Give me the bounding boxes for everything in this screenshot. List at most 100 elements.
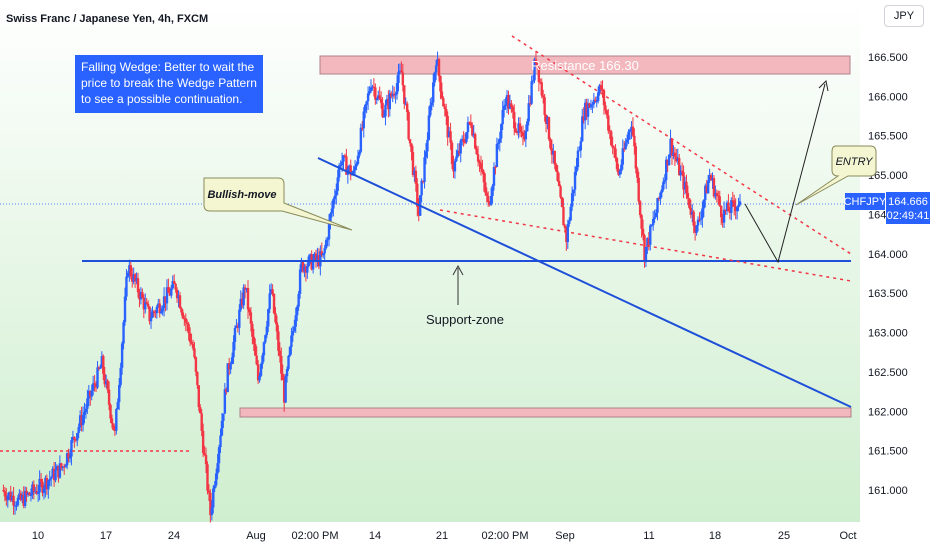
candle-body: [128, 265, 131, 273]
x-tick-label: 14: [369, 530, 381, 542]
candle-body: [730, 200, 733, 213]
candle-body: [445, 109, 448, 116]
candle-body: [217, 447, 221, 464]
candle-body: [188, 333, 192, 343]
candle-body: [31, 484, 34, 495]
candle-body: [162, 296, 166, 309]
candle-body: [526, 121, 529, 132]
candle-body: [115, 409, 118, 431]
candle-body: [449, 131, 452, 143]
candle-body: [261, 355, 264, 365]
candle-body: [339, 165, 342, 167]
candle-body: [634, 146, 638, 169]
candle-body: [660, 189, 664, 193]
candle-body: [301, 261, 305, 272]
candle-body: [201, 431, 205, 454]
candle-body: [705, 185, 708, 194]
candle-body: [615, 158, 619, 170]
candle-body: [81, 414, 85, 426]
candle-body: [191, 343, 195, 349]
candle-body: [165, 287, 169, 304]
candle-body: [365, 101, 368, 105]
candle-body: [719, 206, 723, 218]
candle-body: [471, 125, 474, 136]
candle-body: [223, 389, 227, 414]
candle-body: [91, 383, 95, 391]
candle-body: [717, 195, 720, 197]
candle-body: [233, 328, 237, 342]
candle-body: [80, 415, 83, 426]
candle-body: [429, 105, 432, 116]
candle-body: [18, 493, 21, 498]
candle-body: [167, 287, 170, 293]
candle-body: [252, 336, 255, 344]
candle-body: [239, 298, 242, 310]
candle-body: [170, 288, 173, 296]
candle-body: [368, 91, 371, 94]
candle-body: [96, 367, 99, 388]
candle-body: [683, 181, 687, 190]
candle-body: [355, 163, 358, 167]
candle-body: [627, 131, 630, 140]
candle-body: [638, 201, 642, 216]
candle-body: [89, 390, 92, 397]
candle-body: [378, 95, 381, 100]
candle-body: [36, 492, 40, 494]
candle-body: [484, 182, 487, 193]
candle-body: [254, 343, 257, 356]
candle-body: [468, 122, 471, 124]
candle-body: [326, 239, 329, 241]
candle-body: [397, 71, 400, 83]
candle-body: [388, 93, 392, 110]
currency-button[interactable]: JPY: [884, 5, 924, 27]
candle-body: [426, 139, 429, 152]
candle-body: [206, 464, 209, 491]
candle-body: [145, 302, 148, 304]
x-tick-label: 11: [643, 530, 654, 542]
candle-body: [304, 266, 308, 273]
candle-body: [87, 390, 91, 399]
candle-body: [154, 312, 157, 314]
candle-body: [537, 67, 541, 83]
candle-body: [278, 350, 282, 356]
candle-body: [633, 135, 636, 147]
candle-body: [296, 306, 299, 316]
candle-body: [2, 490, 5, 492]
candle-body: [213, 485, 216, 489]
candle-body: [698, 219, 701, 221]
candle-body: [259, 364, 263, 376]
candle-body: [403, 85, 406, 104]
candle-body: [400, 70, 403, 73]
candle-body: [32, 484, 36, 492]
bullish-callout-text: Bullish-move: [207, 189, 276, 201]
candle-body: [604, 105, 607, 111]
candle-body: [285, 368, 289, 377]
candle-body: [16, 497, 20, 506]
candle-body: [93, 383, 96, 385]
candle-body: [309, 254, 312, 257]
candle-body: [492, 167, 496, 186]
candles-layer: [2, 51, 742, 523]
candle-body: [618, 171, 622, 175]
price-tag-value: 164.666: [888, 196, 928, 208]
candle-body: [372, 86, 376, 88]
candle-body: [701, 208, 704, 219]
candle-body: [52, 468, 56, 481]
resistance-zone: [319, 55, 851, 75]
candle-body: [394, 94, 397, 96]
candle-body: [585, 102, 588, 117]
candle-body: [337, 165, 341, 178]
candle-body: [662, 181, 665, 190]
candle-body: [520, 131, 523, 133]
candle-body: [405, 103, 409, 112]
resistance-label: Resistance 166.30: [531, 58, 639, 73]
candle-body: [436, 59, 439, 66]
candle-body: [265, 326, 269, 336]
candle-body: [387, 98, 390, 110]
candle-body: [581, 116, 584, 142]
candle-body: [576, 150, 580, 168]
candle-body: [60, 463, 63, 468]
y-tick-label: 166.500: [868, 52, 908, 64]
candle-body: [565, 227, 568, 243]
